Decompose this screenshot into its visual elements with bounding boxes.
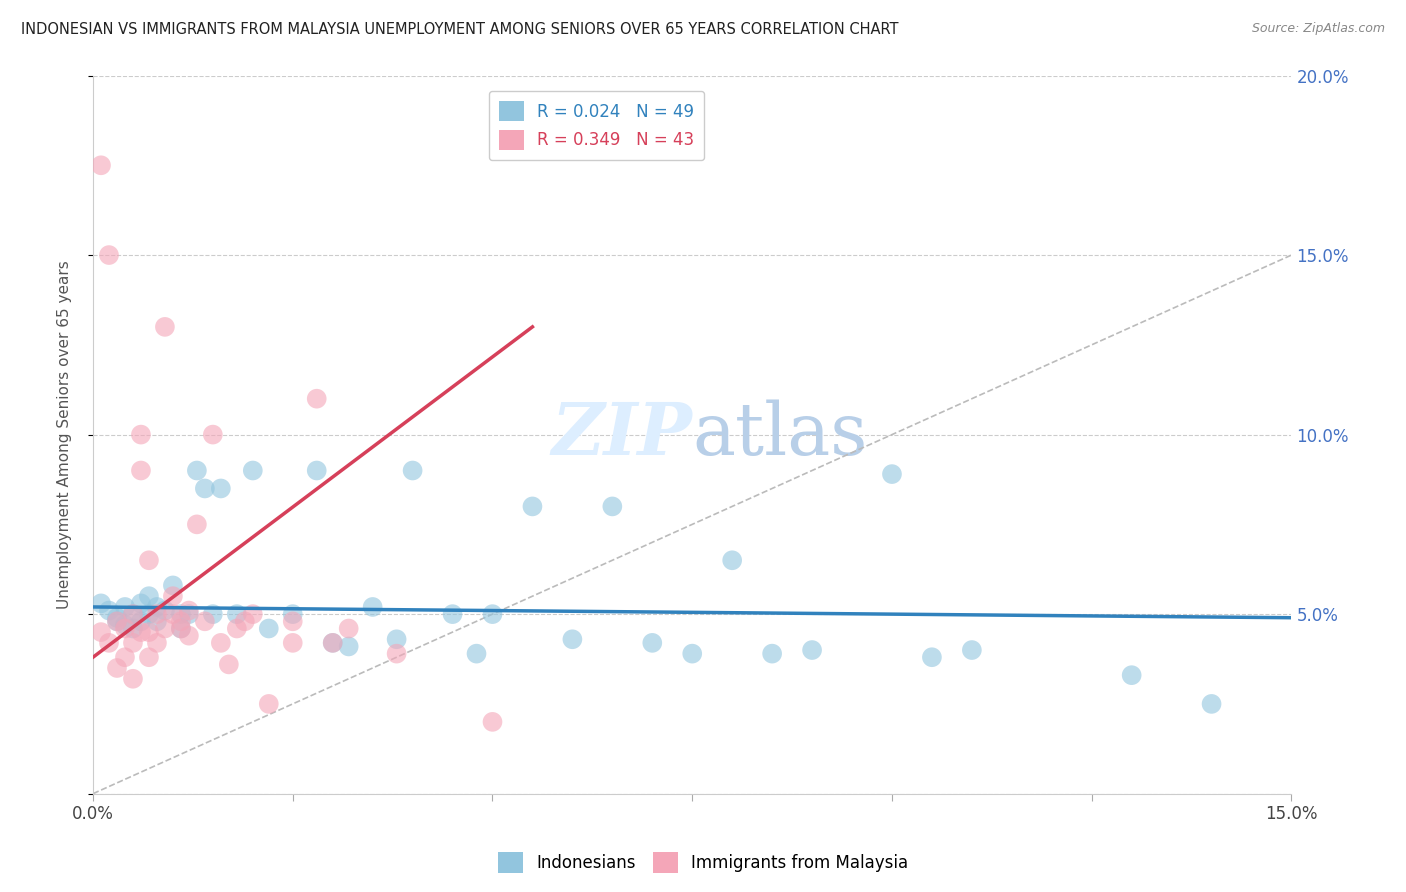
Point <box>194 482 217 496</box>
Point <box>401 463 423 477</box>
Point <box>305 392 328 406</box>
Point <box>146 607 169 621</box>
Point <box>170 615 193 629</box>
Point <box>801 643 824 657</box>
Point <box>105 615 128 629</box>
Point <box>177 607 200 621</box>
Point <box>385 632 408 647</box>
Point <box>721 553 744 567</box>
Point <box>114 599 136 614</box>
Point <box>122 672 145 686</box>
Point <box>242 463 264 477</box>
Point <box>153 603 176 617</box>
Point <box>153 319 176 334</box>
Point <box>177 603 200 617</box>
Text: INDONESIAN VS IMMIGRANTS FROM MALAYSIA UNEMPLOYMENT AMONG SENIORS OVER 65 YEARS : INDONESIAN VS IMMIGRANTS FROM MALAYSIA U… <box>21 22 898 37</box>
Point <box>441 607 464 621</box>
Point <box>225 607 247 621</box>
Point <box>602 500 624 514</box>
Point <box>162 589 184 603</box>
Legend: R = 0.024   N = 49, R = 0.349   N = 43: R = 0.024 N = 49, R = 0.349 N = 43 <box>489 91 704 160</box>
Point <box>194 615 217 629</box>
Point <box>170 622 193 636</box>
Text: atlas: atlas <box>692 400 868 470</box>
Point <box>880 467 903 481</box>
Point <box>225 622 247 636</box>
Point <box>322 636 344 650</box>
Point <box>129 625 152 640</box>
Point <box>233 615 256 629</box>
Point <box>1201 697 1223 711</box>
Point <box>305 463 328 477</box>
Legend: Indonesians, Immigrants from Malaysia: Indonesians, Immigrants from Malaysia <box>491 846 915 880</box>
Point <box>385 647 408 661</box>
Point <box>129 463 152 477</box>
Point <box>465 647 488 661</box>
Point <box>337 640 360 654</box>
Point <box>153 622 176 636</box>
Point <box>761 647 783 661</box>
Point <box>242 607 264 621</box>
Point <box>105 611 128 625</box>
Point <box>209 482 232 496</box>
Point <box>281 636 304 650</box>
Point <box>681 647 703 661</box>
Point <box>162 578 184 592</box>
Point <box>105 615 128 629</box>
Point <box>138 553 160 567</box>
Point <box>186 517 208 532</box>
Point <box>201 607 224 621</box>
Point <box>114 650 136 665</box>
Point <box>337 622 360 636</box>
Point <box>90 625 112 640</box>
Point <box>98 248 121 262</box>
Point <box>281 607 304 621</box>
Point <box>257 697 280 711</box>
Point <box>257 622 280 636</box>
Point <box>561 632 583 647</box>
Point <box>122 622 145 636</box>
Point <box>129 427 152 442</box>
Point <box>138 607 160 621</box>
Point <box>138 589 160 603</box>
Point <box>361 599 384 614</box>
Point <box>105 661 128 675</box>
Point <box>641 636 664 650</box>
Point <box>122 636 145 650</box>
Text: Source: ZipAtlas.com: Source: ZipAtlas.com <box>1251 22 1385 36</box>
Point <box>201 427 224 442</box>
Point <box>1121 668 1143 682</box>
Point <box>146 636 169 650</box>
Y-axis label: Unemployment Among Seniors over 65 years: Unemployment Among Seniors over 65 years <box>58 260 72 609</box>
Point <box>960 643 983 657</box>
Point <box>146 599 169 614</box>
Point <box>122 607 145 621</box>
Point <box>129 615 152 629</box>
Point <box>921 650 943 665</box>
Point <box>138 650 160 665</box>
Text: ZIP: ZIP <box>551 399 692 470</box>
Point <box>122 607 145 621</box>
Point <box>129 596 152 610</box>
Point <box>322 636 344 650</box>
Point <box>98 636 121 650</box>
Point <box>114 618 136 632</box>
Point <box>209 636 232 650</box>
Point <box>186 463 208 477</box>
Point <box>114 622 136 636</box>
Point <box>170 622 193 636</box>
Point <box>522 500 544 514</box>
Point <box>146 615 169 629</box>
Point <box>90 158 112 172</box>
Point <box>90 596 112 610</box>
Point <box>170 607 193 621</box>
Point <box>98 603 121 617</box>
Point <box>481 714 503 729</box>
Point <box>281 615 304 629</box>
Point <box>138 625 160 640</box>
Point <box>177 629 200 643</box>
Point <box>162 607 184 621</box>
Point <box>481 607 503 621</box>
Point <box>218 657 240 672</box>
